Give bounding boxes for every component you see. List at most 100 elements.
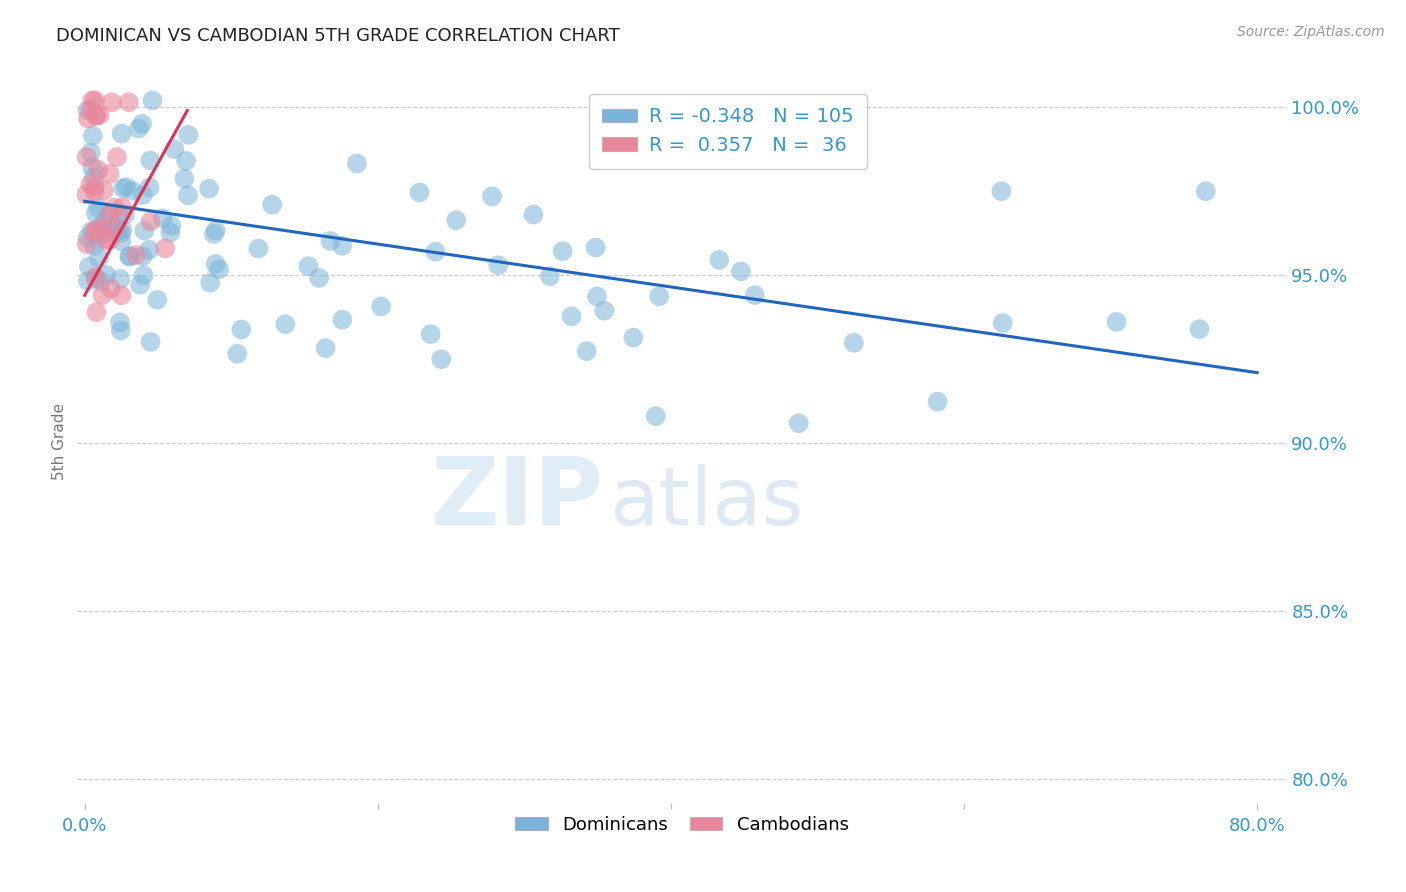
Point — [160, 219, 183, 233]
Point — [208, 262, 231, 277]
Point — [82, 160, 104, 174]
Point — [425, 244, 447, 259]
Point — [97, 208, 120, 222]
Point — [79, 103, 101, 117]
Point — [86, 224, 108, 238]
Point — [83, 179, 105, 194]
Point — [1195, 184, 1218, 198]
Point — [927, 394, 949, 409]
Point — [111, 200, 134, 214]
Point — [139, 214, 162, 228]
Point — [202, 227, 225, 241]
Point — [77, 260, 100, 274]
Point — [118, 249, 141, 263]
Point — [744, 288, 766, 302]
Point — [1188, 322, 1211, 336]
Point — [538, 269, 561, 284]
Point — [101, 219, 124, 234]
Point — [159, 226, 181, 240]
Point — [274, 317, 297, 331]
Point — [308, 271, 330, 285]
Point — [370, 299, 392, 313]
Point — [79, 178, 101, 192]
Point — [87, 162, 110, 177]
Point — [787, 416, 810, 430]
Point — [155, 241, 177, 255]
Point — [709, 252, 731, 267]
Point — [110, 272, 132, 286]
Point — [96, 233, 118, 247]
Point — [87, 201, 110, 215]
Point — [315, 341, 337, 355]
Point — [177, 128, 200, 142]
Point — [444, 213, 467, 227]
Point — [83, 170, 105, 185]
Point — [118, 95, 141, 110]
Point — [100, 282, 122, 296]
Point — [125, 248, 148, 262]
Point — [226, 347, 249, 361]
Point — [77, 112, 100, 126]
Legend: Dominicans, Cambodians: Dominicans, Cambodians — [508, 808, 856, 841]
Point — [90, 275, 112, 289]
Point — [104, 201, 127, 215]
Point — [1105, 315, 1128, 329]
Point — [83, 224, 105, 238]
Point — [330, 312, 353, 326]
Point — [586, 289, 609, 303]
Point — [112, 181, 135, 195]
Point — [330, 239, 353, 253]
Point — [129, 277, 152, 292]
Point — [132, 249, 155, 263]
Point — [132, 268, 155, 283]
Point — [93, 184, 115, 198]
Point — [110, 127, 132, 141]
Point — [83, 185, 105, 199]
Point — [84, 270, 107, 285]
Point — [990, 184, 1012, 198]
Point — [80, 224, 103, 238]
Point — [77, 274, 100, 288]
Point — [115, 180, 138, 194]
Point — [231, 322, 253, 336]
Point — [551, 244, 574, 259]
Point — [139, 153, 162, 168]
Point — [110, 324, 132, 338]
Point — [80, 145, 103, 160]
Point — [198, 181, 221, 195]
Point — [86, 231, 108, 245]
Point — [108, 207, 131, 221]
Point — [177, 188, 200, 202]
Point — [163, 142, 186, 156]
Point — [585, 241, 607, 255]
Point — [138, 243, 160, 257]
Point — [486, 258, 509, 272]
Point — [83, 239, 105, 253]
Point — [111, 223, 134, 237]
Point — [84, 109, 107, 123]
Point — [89, 108, 111, 122]
Point — [108, 315, 131, 329]
Point — [262, 198, 284, 212]
Point — [98, 233, 121, 247]
Point — [132, 188, 155, 202]
Point — [76, 230, 98, 244]
Point — [481, 189, 503, 203]
Point — [86, 305, 108, 319]
Text: ZIP: ZIP — [430, 453, 603, 545]
Point — [138, 180, 160, 194]
Point — [84, 94, 107, 108]
Point — [139, 334, 162, 349]
Point — [173, 171, 195, 186]
Point — [247, 242, 270, 256]
Point — [76, 103, 98, 118]
Point — [96, 268, 118, 282]
Point — [842, 335, 865, 350]
Point — [131, 117, 153, 131]
Point — [121, 184, 143, 198]
Point — [419, 327, 441, 342]
Point — [522, 208, 544, 222]
Point — [84, 271, 107, 285]
Point — [107, 223, 129, 237]
Point — [93, 216, 115, 230]
